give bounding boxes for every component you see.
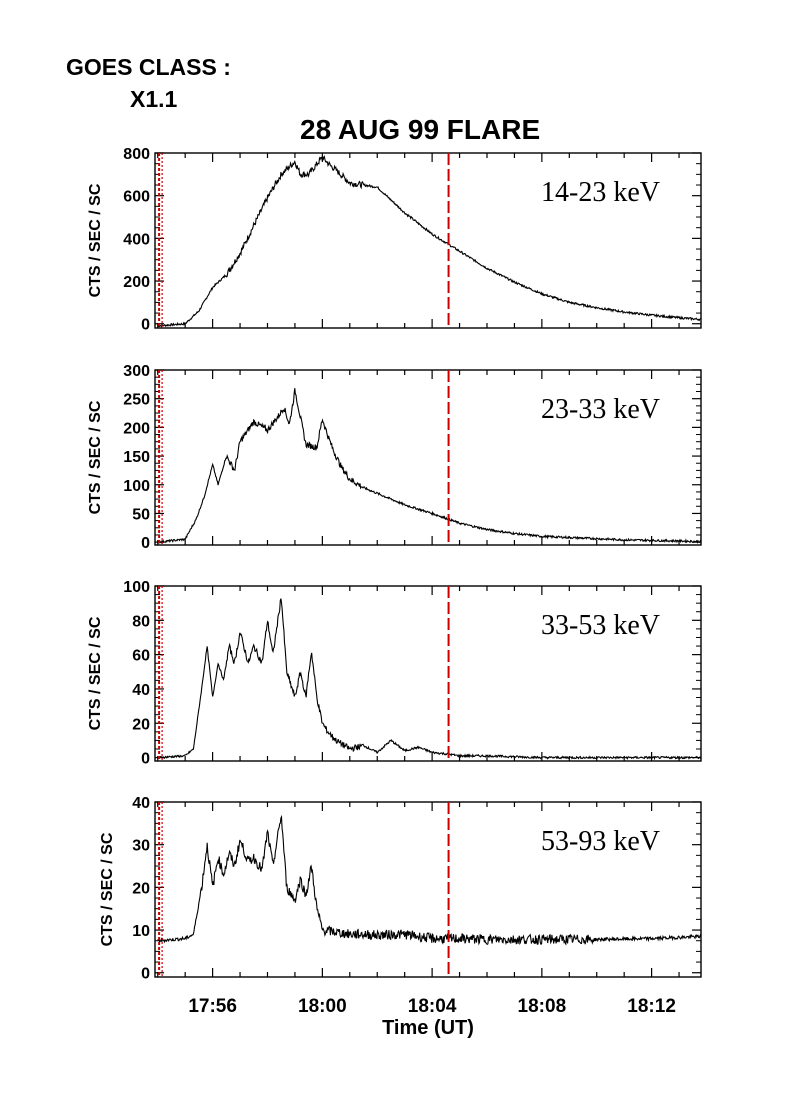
y-axis-label: CTS / SEC / SC bbox=[87, 400, 104, 514]
y-tick-label: 400 bbox=[123, 231, 150, 248]
y-tick-label: 800 bbox=[123, 146, 150, 163]
y-tick-label: 40 bbox=[132, 682, 150, 699]
x-tick-label: 17:56 bbox=[188, 996, 237, 1017]
goes-class-label: GOES CLASS : bbox=[66, 54, 231, 80]
x-tick-label: 18:04 bbox=[408, 996, 457, 1017]
panel-frame bbox=[154, 801, 702, 978]
y-tick-label: 0 bbox=[141, 966, 150, 983]
energy-band-label: 33-53 keV bbox=[541, 610, 660, 641]
y-axis-label: CTS / SEC / SC bbox=[87, 616, 104, 730]
light-curve bbox=[157, 388, 702, 545]
panel-frame bbox=[154, 585, 702, 762]
y-tick-label: 150 bbox=[123, 449, 150, 466]
light-curve bbox=[157, 598, 702, 761]
light-curve bbox=[157, 155, 702, 328]
y-tick-label: 10 bbox=[132, 923, 150, 940]
y-tick-label: 60 bbox=[132, 648, 150, 665]
x-tick-label: 18:08 bbox=[518, 996, 567, 1017]
y-tick-label: 0 bbox=[141, 751, 150, 768]
y-tick-label: 50 bbox=[132, 506, 150, 523]
light-curve bbox=[157, 814, 702, 946]
energy-band-label: 53-93 keV bbox=[541, 826, 660, 857]
y-tick-label: 0 bbox=[141, 317, 150, 334]
y-tick-label: 100 bbox=[123, 579, 150, 596]
y-tick-label: 40 bbox=[132, 795, 150, 812]
y-axis-label: CTS / SEC / SC bbox=[99, 832, 116, 946]
panel-frame bbox=[154, 369, 702, 546]
x-axis-label: Time (UT) bbox=[382, 1017, 474, 1039]
y-tick-label: 200 bbox=[123, 420, 150, 437]
x-tick-label: 18:12 bbox=[627, 996, 676, 1017]
y-tick-label: 200 bbox=[123, 274, 150, 291]
y-tick-label: 100 bbox=[123, 478, 150, 495]
y-tick-label: 250 bbox=[123, 392, 150, 409]
y-tick-label: 20 bbox=[132, 880, 150, 897]
energy-band-label: 23-33 keV bbox=[541, 394, 660, 425]
x-tick-label: 18:00 bbox=[298, 996, 347, 1017]
y-tick-label: 20 bbox=[132, 716, 150, 733]
goes-class-value: X1.1 bbox=[130, 86, 178, 112]
y-tick-label: 0 bbox=[141, 535, 150, 552]
chart-title: 28 AUG 99 FLARE bbox=[300, 114, 541, 145]
y-tick-label: 30 bbox=[132, 838, 150, 855]
panel-frame bbox=[154, 152, 702, 329]
y-tick-label: 80 bbox=[132, 613, 150, 630]
energy-band-label: 14-23 keV bbox=[541, 177, 660, 208]
y-tick-label: 600 bbox=[123, 189, 150, 206]
y-tick-label: 300 bbox=[123, 363, 150, 380]
y-axis-label: CTS / SEC / SC bbox=[87, 183, 104, 297]
